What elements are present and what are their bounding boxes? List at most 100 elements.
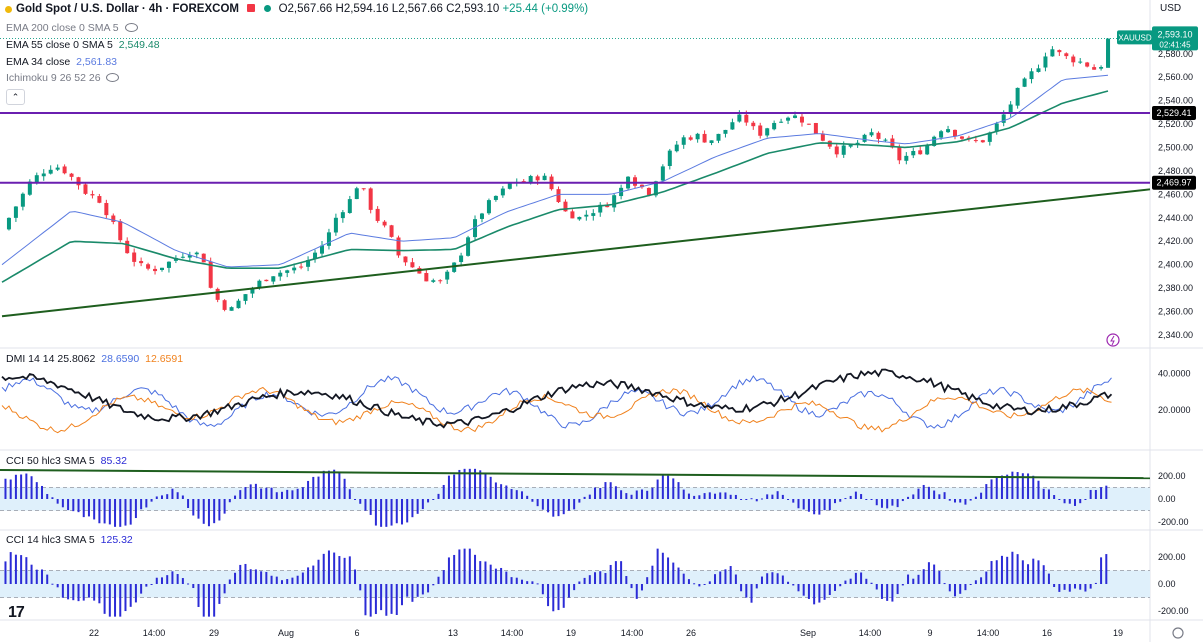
tradingview-logo-icon[interactable]: 17 <box>8 604 25 621</box>
candle-body <box>897 147 902 161</box>
cci50-bar <box>51 497 54 499</box>
candle-body <box>333 217 338 233</box>
candle-body <box>97 196 102 203</box>
flag-icon[interactable] <box>247 4 256 12</box>
time-tick-label: 26 <box>686 628 696 638</box>
legend-cci50[interactable]: CCI 50 hlc3 SMA 5 85.32 <box>6 455 127 467</box>
candle-body <box>535 176 540 181</box>
cci50-bar <box>797 499 800 509</box>
legend-dmi[interactable]: DMI 14 14 25.8062 28.6590 12.6591 <box>6 353 183 365</box>
cci50-bar <box>354 499 357 500</box>
candle-body <box>646 187 651 195</box>
candle-body <box>431 280 436 282</box>
candle-body <box>563 201 568 212</box>
cci50-bar <box>479 470 482 499</box>
cci14-bar <box>760 576 763 584</box>
cci14-bar <box>98 584 101 604</box>
cci50-bar <box>317 476 320 499</box>
cci14-bar <box>317 559 320 584</box>
level-price-tag <box>1152 175 1196 190</box>
cci50-bar <box>327 470 330 499</box>
cci14-bar <box>51 583 54 585</box>
cci50-bar <box>333 469 336 499</box>
ohlc-close: C2,593.10 <box>446 3 500 15</box>
candle-body <box>862 134 867 142</box>
eye-icon[interactable] <box>106 72 120 82</box>
cci14-bar <box>327 550 330 584</box>
cci50-bar <box>515 490 518 499</box>
currency-label[interactable]: USD <box>1160 3 1182 14</box>
cci50-bar <box>61 499 64 508</box>
cci14-bar <box>343 557 346 584</box>
time-tick-label: 14:00 <box>977 628 1000 638</box>
legend-cci14[interactable]: CCI 14 hlc3 SMA 5 125.32 <box>6 534 133 546</box>
price-tick-label: 2,520.00 <box>1158 119 1193 129</box>
candle-body <box>1022 78 1027 87</box>
chevron-up-icon[interactable]: ⌃ <box>6 89 25 105</box>
candle-body <box>744 114 749 123</box>
dmi-plus-line <box>1 375 1112 429</box>
cci50-bar <box>4 478 7 499</box>
cci14-bar <box>322 553 325 584</box>
cci14-bar <box>390 584 393 614</box>
candle-body <box>153 268 158 272</box>
cci50-histogram <box>4 468 1108 527</box>
legend-ema34[interactable]: EMA 34 close 2,561.83 <box>6 56 117 68</box>
candle-body <box>313 252 318 259</box>
legend-ema55[interactable]: EMA 55 close 0 SMA 5 2,549.48 <box>6 39 160 51</box>
candle-body <box>326 232 331 246</box>
candle-body <box>834 146 839 155</box>
cci14-bar <box>1058 584 1061 592</box>
cci50-bar <box>656 479 659 499</box>
cci14-bar <box>1063 584 1066 590</box>
cci50-tick-label: -200.00 <box>1158 517 1189 527</box>
time-tick-label: 19 <box>566 628 576 638</box>
candle-body <box>918 150 923 155</box>
cci14-bar <box>192 584 195 589</box>
cci14-bar <box>458 549 461 584</box>
cci14-bar <box>1000 555 1003 584</box>
cci14-bar <box>1011 551 1014 584</box>
price-tick-label: 2,440.00 <box>1158 213 1193 223</box>
cci50-bar <box>907 496 910 499</box>
cci14-bar <box>693 583 696 585</box>
cci50-bar <box>171 488 174 499</box>
cci14-bar <box>740 584 743 592</box>
candle-body <box>765 128 770 136</box>
cci50-bar <box>943 492 946 499</box>
legend-cci50-label: CCI 50 hlc3 SMA 5 <box>6 455 95 467</box>
cci50-bar <box>218 499 221 521</box>
cci14-bar <box>30 564 33 584</box>
legend-ema55-value: 2,549.48 <box>118 39 160 51</box>
cci14-bar <box>1079 584 1082 590</box>
candle-body <box>1050 49 1055 57</box>
cci50-bar <box>432 499 435 500</box>
candle-body <box>799 116 804 123</box>
candle-body <box>445 271 450 280</box>
symbol-title[interactable]: Gold Spot / U.S. Dollar · 4h · FOREXCOM <box>16 3 239 15</box>
cci50-bar <box>275 492 278 499</box>
legend-ema200[interactable]: EMA 200 close 0 SMA 5 <box>6 22 138 34</box>
candle-body <box>403 256 408 263</box>
cci14-bar <box>781 575 784 584</box>
cci50-bar <box>390 499 393 526</box>
cci50-bar <box>1100 487 1103 499</box>
cci14-bar <box>187 583 190 585</box>
candle-body <box>987 132 992 142</box>
cci14-bar <box>656 548 659 584</box>
cci50-bar <box>1032 475 1035 499</box>
cci50-bar <box>672 478 675 499</box>
cci14-bar <box>239 564 242 584</box>
cci14-bar <box>802 584 805 596</box>
cci50-bar <box>510 489 513 499</box>
candle-body <box>201 253 206 263</box>
candle-body <box>869 132 874 136</box>
legend-ichimoku[interactable]: Ichimoku 9 26 52 26 <box>6 72 120 84</box>
cci14-bar <box>510 577 513 584</box>
cci50-bar <box>938 494 941 499</box>
cci50-bar <box>714 493 717 499</box>
candle-body <box>6 217 11 230</box>
eye-icon[interactable] <box>124 22 138 32</box>
cci14-bar <box>980 577 983 584</box>
